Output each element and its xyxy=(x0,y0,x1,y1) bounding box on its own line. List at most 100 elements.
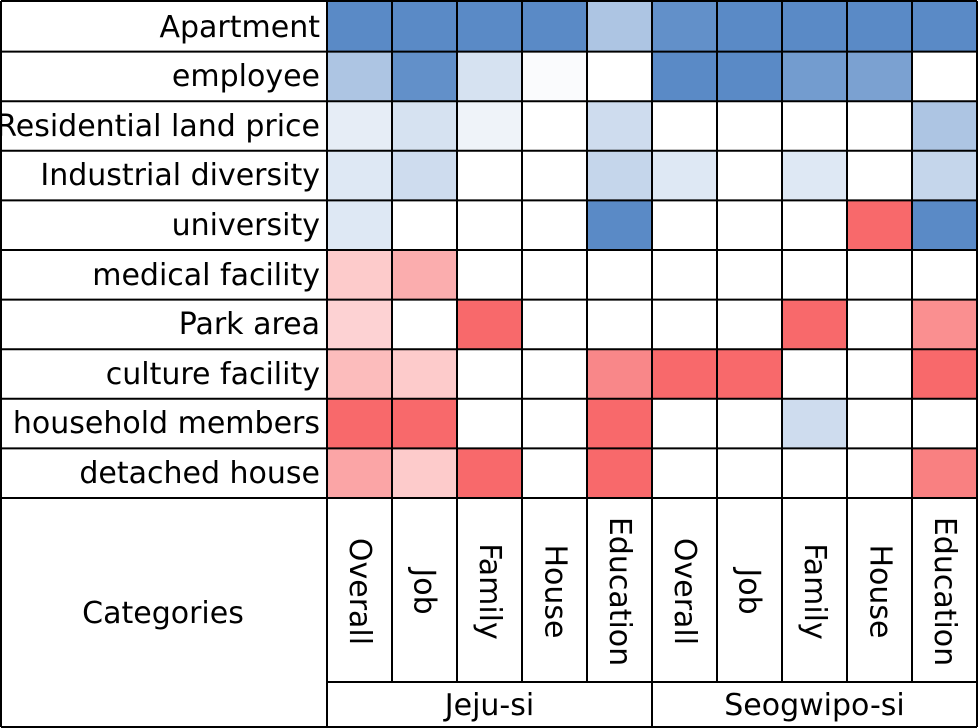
heatmap-cell xyxy=(717,349,782,399)
heatmap-cell xyxy=(652,448,717,498)
heatmap-cell xyxy=(457,448,522,498)
heatmap-cell xyxy=(782,250,847,300)
heatmap-cell xyxy=(717,200,782,250)
heatmap-cell xyxy=(782,101,847,151)
heatmap-cell xyxy=(912,200,977,250)
heatmap-cell xyxy=(457,101,522,151)
heatmap-cell xyxy=(327,101,392,151)
heatmap-cell xyxy=(912,2,977,52)
heatmap-cell xyxy=(587,101,652,151)
heatmap-cell xyxy=(652,349,717,399)
heatmap-cell xyxy=(327,2,392,52)
heatmap-cell xyxy=(717,448,782,498)
categories-label: Categories xyxy=(82,595,244,631)
group-label: Seogwipo-si xyxy=(724,687,905,723)
heatmap-cell xyxy=(652,398,717,449)
heatmap-cell xyxy=(847,51,912,102)
heatmap-cell xyxy=(587,448,652,498)
heatmap-cell xyxy=(522,51,587,102)
heatmap-cell xyxy=(457,349,522,399)
heatmap-cell xyxy=(847,2,912,52)
heatmap-cell xyxy=(847,448,912,498)
heatmap-cell xyxy=(392,349,457,399)
heatmap-cell xyxy=(587,200,652,250)
heatmap-cell xyxy=(522,448,587,498)
heatmap-cell xyxy=(327,200,392,250)
heatmap-cell xyxy=(652,299,717,350)
row-label: Residential land price xyxy=(0,108,320,144)
heatmap-cell xyxy=(522,398,587,449)
row-label: detached house xyxy=(79,455,320,491)
heatmap-cell xyxy=(457,299,522,350)
heatmap-cell xyxy=(327,398,392,449)
heatmap-cell xyxy=(652,2,717,52)
heatmap-cell xyxy=(912,51,977,102)
row-label: employee xyxy=(171,59,320,95)
heatmap-cell xyxy=(782,2,847,52)
heatmap-cell xyxy=(392,2,457,52)
heatmap-cell xyxy=(912,349,977,399)
heatmap-cell xyxy=(327,448,392,498)
row-label: Park area xyxy=(178,307,320,343)
heatmap-cell xyxy=(392,299,457,350)
row-label: Apartment xyxy=(159,9,320,45)
heatmap-cell xyxy=(652,250,717,300)
heatmap-cell xyxy=(717,51,782,102)
heatmap-cell xyxy=(327,250,392,300)
heatmap-cell xyxy=(392,200,457,250)
heatmap-cell xyxy=(327,51,392,102)
heatmap-cell xyxy=(912,250,977,300)
heatmap-cell xyxy=(782,398,847,449)
row-label: Industrial diversity xyxy=(40,158,320,194)
heatmap-cell xyxy=(782,299,847,350)
heatmap-cell xyxy=(912,299,977,350)
heatmap-cell xyxy=(327,150,392,201)
heatmap-cell xyxy=(522,250,587,300)
row-label: university xyxy=(171,207,320,243)
heatmap-cell xyxy=(392,398,457,449)
heatmap-cell xyxy=(912,398,977,449)
heatmap-cell xyxy=(847,200,912,250)
heatmap-cell xyxy=(327,299,392,350)
heatmap-cell xyxy=(847,299,912,350)
heatmap-cell xyxy=(522,150,587,201)
heatmap-cell xyxy=(652,51,717,102)
heatmap-cell xyxy=(522,101,587,151)
heatmap-cell xyxy=(587,51,652,102)
heatmap-cell xyxy=(587,2,652,52)
heatmap-cell xyxy=(847,349,912,399)
heatmap-cell xyxy=(912,150,977,201)
heatmap-cell xyxy=(457,51,522,102)
heatmap-cell xyxy=(587,299,652,350)
row-label: household members xyxy=(12,406,320,442)
row-label: culture facility xyxy=(105,356,320,392)
heatmap-cell xyxy=(847,250,912,300)
heatmap-cell xyxy=(847,150,912,201)
heatmap-cell xyxy=(522,299,587,350)
heatmap-cell xyxy=(652,200,717,250)
heatmap-cell xyxy=(717,101,782,151)
heatmap-cell xyxy=(717,150,782,201)
heatmap-cell xyxy=(782,349,847,399)
heatmap-cell xyxy=(522,200,587,250)
heatmap-cell xyxy=(717,398,782,449)
heatmap-cell xyxy=(652,150,717,201)
heatmap-cell xyxy=(717,299,782,350)
row-label: medical facility xyxy=(92,257,320,293)
heatmap-cell xyxy=(847,398,912,449)
heatmap-cell xyxy=(392,150,457,201)
heatmap-cell xyxy=(717,250,782,300)
heatmap-cell xyxy=(522,2,587,52)
heatmap-cell xyxy=(717,2,782,52)
heatmap-cell xyxy=(457,150,522,201)
heatmap-cell xyxy=(847,101,912,151)
heatmap-cell xyxy=(587,250,652,300)
heatmap-cell xyxy=(782,150,847,201)
heatmap-cell xyxy=(392,101,457,151)
heatmap-cell xyxy=(587,150,652,201)
heatmap-cell xyxy=(587,398,652,449)
heatmap-cell xyxy=(457,2,522,52)
heatmap-cell xyxy=(392,250,457,300)
